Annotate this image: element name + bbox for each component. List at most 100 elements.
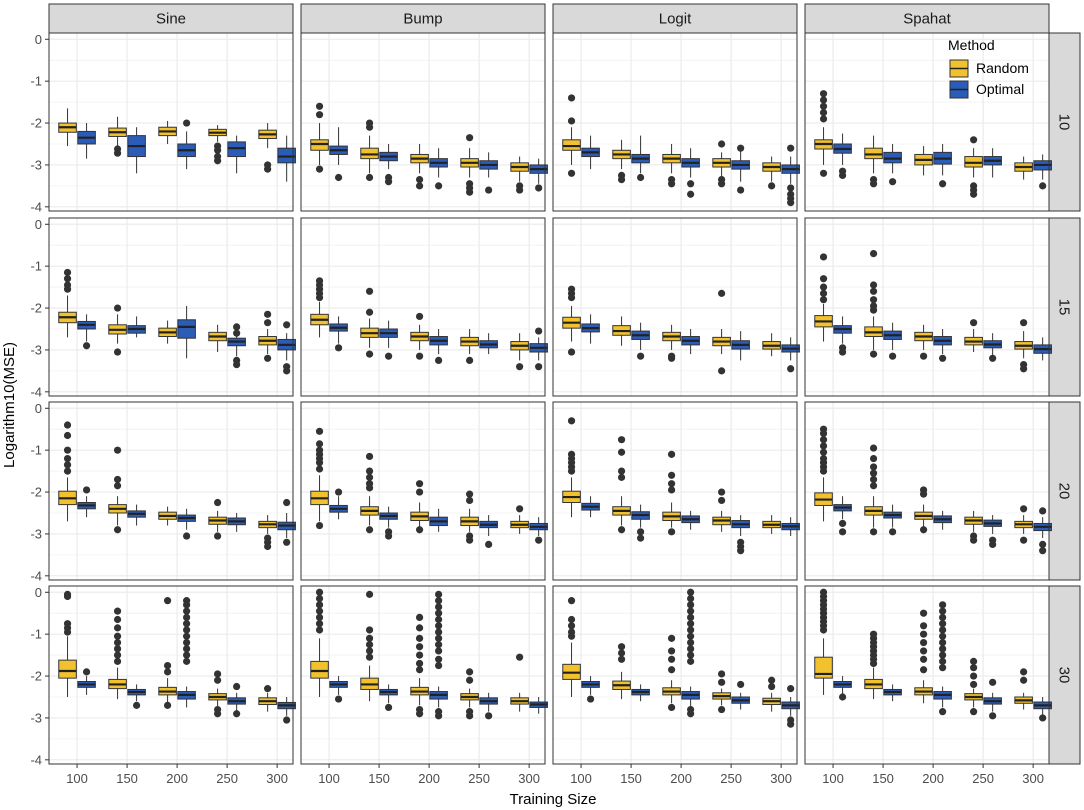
outlier-point: [819, 102, 828, 110]
outlier-point: [1020, 676, 1028, 684]
outlier-point: [1020, 319, 1028, 327]
outlier-point: [617, 436, 626, 444]
outlier-point: [687, 626, 695, 634]
outlier-point: [687, 190, 695, 198]
outlier-point: [183, 632, 191, 640]
outlier-point: [989, 678, 997, 686]
x-tick-label: 100: [822, 771, 844, 786]
outlier-point: [617, 649, 626, 657]
outlier-point: [718, 140, 726, 148]
outlier-point: [233, 329, 241, 337]
outlier-point: [233, 360, 241, 369]
outlier-point: [819, 626, 828, 634]
y-tick-label: 0: [35, 217, 42, 232]
outlier-point: [869, 444, 878, 452]
outlier-point: [970, 190, 978, 198]
outlier-point: [63, 628, 72, 636]
outlier-point: [617, 526, 626, 534]
outlier-point: [567, 94, 576, 102]
outlier-point: [838, 528, 847, 536]
x-tick-label: 150: [620, 771, 642, 786]
outlier-point: [919, 622, 928, 630]
outlier-point: [183, 119, 191, 127]
panel-background: [553, 33, 797, 211]
outlier-point: [869, 528, 878, 536]
outlier-point: [535, 327, 543, 335]
outlier-point: [787, 720, 795, 728]
column-strip: [300, 3, 546, 34]
row-strip: [1048, 32, 1081, 212]
outlier-point: [617, 467, 626, 475]
outlier-point: [516, 653, 524, 661]
column-strip-label: Sine: [156, 11, 186, 28]
panel-border: [48, 401, 294, 581]
outlier-point: [970, 657, 978, 665]
outlier-point: [939, 664, 947, 672]
outlier-point: [485, 186, 493, 194]
outlier-point: [687, 601, 695, 609]
y-tick-label: -4: [30, 568, 42, 583]
outlier-point: [315, 588, 324, 596]
panel-border: [48, 217, 294, 397]
outlier-point: [989, 540, 997, 549]
outlier-point: [687, 607, 695, 615]
panel-border: [300, 401, 546, 581]
outlier-point: [113, 651, 122, 659]
x-tick-label: 200: [166, 771, 188, 786]
outlier-point: [567, 417, 576, 425]
outlier-point: [365, 641, 374, 649]
outlier-point: [939, 620, 947, 628]
outlier-point: [687, 645, 695, 653]
y-tick-label: -1: [30, 627, 42, 642]
outlier-point: [687, 180, 695, 188]
outlier-point: [567, 293, 576, 302]
outlier-point: [415, 624, 424, 632]
panel-border: [804, 585, 1050, 765]
outlier-point: [183, 626, 191, 634]
panel-border: [552, 32, 798, 212]
y-tick-label: -2: [30, 116, 42, 131]
outlier-point: [819, 115, 828, 123]
panel-background: [301, 33, 545, 211]
outlier-point: [939, 645, 947, 653]
outlier-point: [819, 429, 828, 438]
y-tick-label: 0: [35, 585, 42, 600]
column-strip: [804, 3, 1050, 34]
outlier-point: [1039, 507, 1047, 515]
outlier-point: [435, 661, 443, 670]
outlier-point: [919, 666, 928, 674]
outlier-point: [283, 321, 291, 329]
outlier-point: [567, 632, 576, 640]
outlier-point: [365, 173, 374, 182]
outlier-point: [838, 693, 847, 701]
outlier-point: [113, 624, 122, 632]
outlier-point: [970, 680, 978, 689]
outlier-point: [183, 620, 191, 628]
y-tick-label: 0: [35, 32, 42, 47]
outlier-point: [1020, 668, 1028, 676]
outlier-point: [838, 519, 847, 528]
y-tick-label: -1: [30, 74, 42, 89]
outlier-point: [63, 285, 72, 293]
outlier-point: [819, 253, 828, 261]
outlier-point: [113, 348, 122, 356]
outlier-point: [819, 442, 828, 450]
outlier-point: [567, 615, 576, 624]
outlier-point: [687, 657, 695, 665]
panel-spahat-15: [804, 217, 1052, 397]
outlier-point: [264, 310, 272, 318]
outlier-point: [113, 638, 122, 647]
outlier-point: [365, 308, 374, 316]
legend-title: Method: [948, 37, 995, 53]
x-tick-label: 250: [216, 771, 238, 786]
outlier-point: [233, 682, 241, 691]
outlier-point: [970, 664, 978, 672]
outlier-point: [63, 454, 72, 463]
outlier-point: [617, 448, 626, 456]
outlier-point: [264, 354, 272, 362]
outlier-point: [183, 651, 191, 659]
outlier-point: [63, 461, 72, 469]
outlier-point: [939, 613, 947, 622]
outlier-point: [516, 186, 524, 194]
outlier-point: [869, 475, 878, 484]
